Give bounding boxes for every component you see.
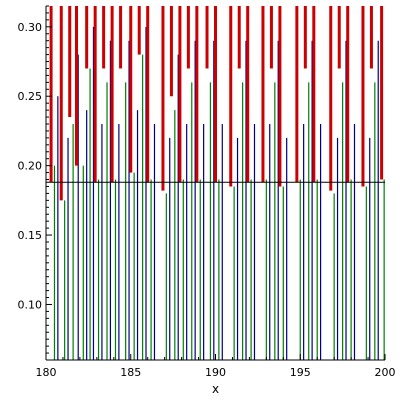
y-ticks: 0.10 0.15 0.20 0.25 0.30	[18, 5, 52, 354]
y-tick-label: 0.10	[18, 298, 43, 311]
x-axis-label: x	[212, 382, 219, 396]
x-tick-label: 195	[290, 366, 311, 379]
x-tick-label: 190	[205, 366, 226, 379]
green-series	[53, 54, 385, 360]
y-tick-label: 0.15	[18, 229, 43, 242]
blue-series	[57, 26, 379, 360]
x-tick-label: 200	[375, 366, 396, 379]
x-ticks: 180 185 190 195 200	[36, 354, 396, 379]
x-tick-label: 185	[120, 366, 141, 379]
x-tick-label: 180	[36, 366, 57, 379]
red-series	[49, 6, 384, 201]
y-tick-label: 0.20	[18, 160, 43, 173]
y-tick-label: 0.25	[18, 90, 43, 103]
y-tick-label: 0.30	[18, 21, 43, 34]
